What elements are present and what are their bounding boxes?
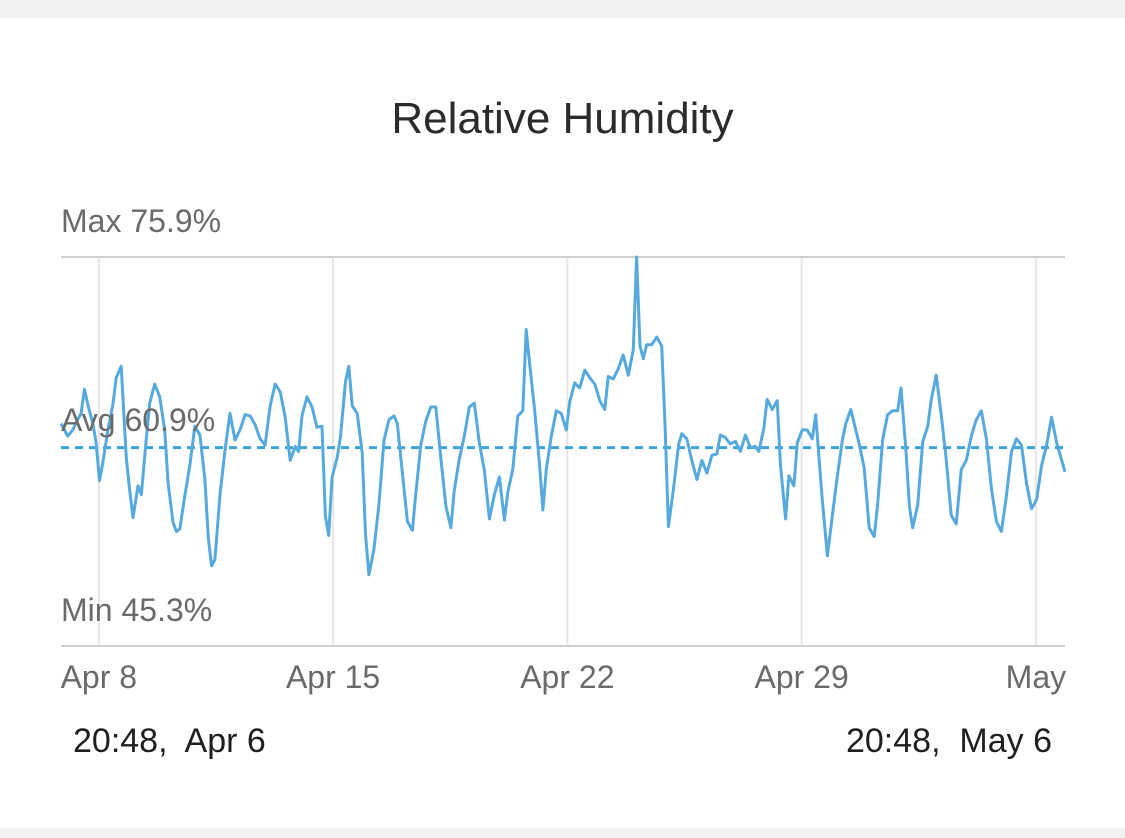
x-tick-label: May: [1006, 659, 1066, 695]
x-tick-label: Apr 15: [286, 659, 380, 695]
x-tick-label: Apr 22: [520, 659, 614, 695]
range-start-time: 20:48, Apr 6: [73, 722, 266, 760]
chart-card: [0, 18, 1125, 828]
avg-label: Avg 60.9%: [61, 402, 216, 438]
humidity-series-line: [59, 255, 1067, 577]
max-label: Max 75.9%: [61, 203, 222, 239]
grid: [97, 257, 1037, 646]
min-label: Min 45.3%: [61, 592, 213, 628]
range-end-time: 20:48, May 6: [845, 722, 1052, 760]
x-tick-label: Apr 29: [754, 659, 848, 695]
x-tick-label: Apr 8: [61, 659, 137, 695]
x-axis-ticks: Apr 8 Apr 15 Apr 22 Apr 29 May: [61, 659, 1067, 695]
chart-title: Relative Humidity: [391, 94, 734, 143]
